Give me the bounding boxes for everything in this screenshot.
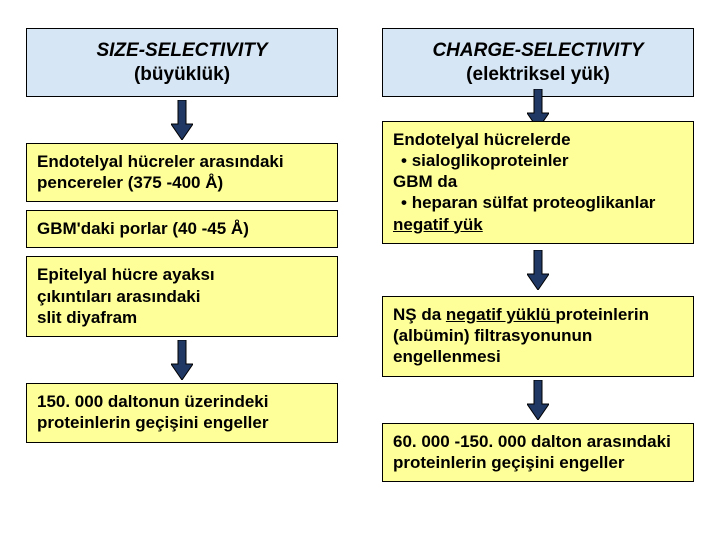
bullet: • heparan sülfat proteoglikanlar xyxy=(401,193,655,212)
text-underline: negatif yük xyxy=(393,215,483,234)
arrow-down-icon xyxy=(26,337,338,383)
right-column: CHARGE-SELECTIVITY (elektriksel yük) End… xyxy=(382,28,694,520)
left-column: SIZE-SELECTIVITY (büyüklük) Endotelyal h… xyxy=(26,28,338,520)
arrow-down-icon xyxy=(26,97,338,143)
left-header-line1: SIZE-SELECTIVITY xyxy=(96,40,267,61)
text: proteinlerin geçişini engeller xyxy=(37,413,268,432)
text: Epitelyal hücre ayaksı xyxy=(37,265,215,284)
arrow-down-icon xyxy=(382,97,694,121)
right-header-line1: CHARGE-SELECTIVITY xyxy=(432,40,643,61)
text: 60. 000 -150. 000 dalton arasındaki xyxy=(393,432,671,451)
arrow-down-icon xyxy=(382,377,694,423)
right-header-line2: (elektriksel yük) xyxy=(466,64,610,85)
text: çıkıntıları arasındaki xyxy=(37,287,200,306)
right-box-2: NŞ da negatif yüklü proteinlerin (albümi… xyxy=(382,296,694,377)
text: GBM'daki porlar (40 -45 Å) xyxy=(37,219,249,238)
text: Endotelyal hücrelerde xyxy=(393,130,571,149)
left-header: SIZE-SELECTIVITY (büyüklük) xyxy=(26,28,338,97)
gap xyxy=(26,248,338,256)
arrow-down-icon xyxy=(382,244,694,296)
text: engellenmesi xyxy=(393,347,501,366)
text: (albümin) filtrasyonunun xyxy=(393,326,592,345)
text: pencereler (375 -400 Å) xyxy=(37,173,223,192)
left-box-2: GBM'daki porlar (40 -45 Å) xyxy=(26,210,338,248)
right-box-3: 60. 000 -150. 000 dalton arasındaki prot… xyxy=(382,423,694,483)
left-box-1: Endotelyal hücreler arasındaki pencerele… xyxy=(26,143,338,203)
text: NŞ da xyxy=(393,305,446,324)
right-box-1: Endotelyal hücrelerde • sialoglikoprotei… xyxy=(382,121,694,244)
text: proteinlerin geçişini engeller xyxy=(393,453,624,472)
text: sialoglikoproteinler xyxy=(412,151,569,170)
text: GBM da xyxy=(393,172,457,191)
text: heparan sülfat proteoglikanlar xyxy=(412,193,656,212)
diagram-columns: SIZE-SELECTIVITY (büyüklük) Endotelyal h… xyxy=(26,28,694,520)
left-box-4: 150. 000 daltonun üzerindeki proteinleri… xyxy=(26,383,338,443)
text: proteinlerin xyxy=(555,305,649,324)
gap xyxy=(26,202,338,210)
text: 150. 000 daltonun üzerindeki xyxy=(37,392,268,411)
text: slit diyafram xyxy=(37,308,137,327)
left-box-3: Epitelyal hücre ayaksı çıkıntıları arası… xyxy=(26,256,338,337)
left-header-line2: (büyüklük) xyxy=(134,64,230,85)
bullet: • sialoglikoproteinler xyxy=(401,151,569,170)
text: Endotelyal hücreler arasındaki xyxy=(37,152,284,171)
text-underline: negatif yüklü xyxy=(446,305,556,324)
right-header: CHARGE-SELECTIVITY (elektriksel yük) xyxy=(382,28,694,97)
